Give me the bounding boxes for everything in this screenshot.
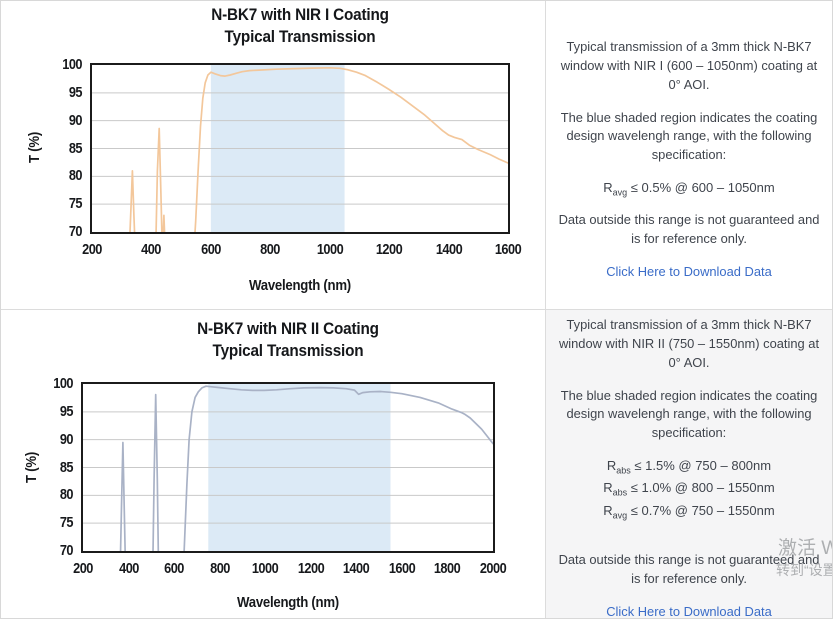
x-tick-label: 2000: [479, 560, 507, 577]
spec-list: Ravg ≤ 0.5% @ 600 – 1050nm: [603, 178, 774, 201]
y-tick-label: 95: [59, 402, 74, 420]
x-tick-label: 1600: [388, 560, 416, 577]
x-tick-label: 200: [73, 560, 93, 577]
transmission-curve: [129, 66, 508, 232]
chart-subtitle: Typical Transmission: [212, 341, 364, 360]
x-tick-label: 1200: [375, 241, 403, 258]
x-tick-label: 1400: [343, 560, 370, 577]
chart-panel-nir1: N-BK7 with NIR I Coating Typical Transmi…: [1, 1, 546, 309]
download-data-link[interactable]: Click Here to Download Data: [606, 263, 772, 279]
y-tick-label: 80: [59, 486, 74, 504]
x-tick-label: 1000: [316, 241, 344, 258]
y-tick-label: 85: [59, 458, 74, 476]
chart-title-block: N-BK7 with NIR I Coating Typical Transmi…: [111, 4, 489, 48]
x-tick-label: 600: [164, 560, 184, 577]
y-tick-label: 75: [68, 195, 83, 213]
x-tick-label: 400: [141, 241, 162, 258]
x-tick-label: 1200: [297, 560, 325, 577]
shaded-region-description: The blue shaded region indicates the coa…: [560, 387, 818, 440]
reference-note: Data outside this range is not guarantee…: [558, 552, 820, 586]
chart-title-block: N-BK7 with NIR II Coating Typical Transm…: [102, 318, 475, 362]
x-tick-label: 800: [260, 241, 281, 258]
y-tick-label: 80: [68, 167, 83, 185]
chart-panel-nir2: N-BK7 with NIR II Coating Typical Transm…: [1, 310, 546, 618]
x-tick-label: 1800: [434, 560, 461, 577]
row-nir1: N-BK7 with NIR I Coating Typical Transmi…: [1, 1, 832, 310]
download-data-link[interactable]: Click Here to Download Data: [606, 603, 772, 619]
x-tick-label: 200: [82, 241, 102, 258]
y-tick-label: 95: [68, 83, 83, 101]
y-tick-label: 100: [53, 375, 73, 392]
x-tick-label: 600: [200, 241, 221, 258]
chart-title: N-BK7 with NIR II Coating: [197, 319, 379, 338]
x-tick-label: 1000: [252, 560, 279, 577]
y-tick-label: 70: [68, 223, 83, 240]
x-axis-label: Wavelength (nm): [237, 594, 339, 611]
spec-line: Rabs ≤ 1.0% @ 800 – 1550nm: [603, 480, 775, 498]
y-tick-label: 75: [59, 514, 74, 532]
chart-title: N-BK7 with NIR I Coating: [211, 5, 389, 24]
x-tick-label: 800: [209, 560, 230, 577]
y-tick-label: 70: [59, 542, 74, 559]
plot-area: [81, 382, 495, 553]
chart-subtitle: Typical Transmission: [224, 27, 376, 46]
x-tick-label: 1600: [494, 241, 522, 258]
y-tick-label: 85: [68, 139, 83, 157]
spec-line: Ravg ≤ 0.5% @ 600 – 1050nm: [603, 179, 775, 198]
row-nir2: N-BK7 with NIR II Coating Typical Transm…: [1, 310, 832, 618]
shaded-region-description: The blue shaded region indicates the coa…: [560, 109, 818, 162]
chart-description: Typical transmission of a 3mm thick N-BK…: [560, 39, 818, 92]
spec-list: Rabs ≤ 1.5% @ 750 – 800nm Rabs ≤ 1.0% @ 8…: [603, 456, 774, 524]
y-tick-label: 100: [62, 56, 82, 73]
info-panel-nir1: Typical transmission of a 3mm thick N-BK…: [546, 1, 832, 309]
x-tick-label: 1400: [435, 241, 462, 258]
spec-line: Rabs ≤ 1.5% @ 750 – 800nm: [606, 457, 772, 476]
x-axis-label: Wavelength (nm): [249, 277, 351, 294]
spec-line: Ravg ≤ 0.7% @ 750 – 1550nm: [603, 502, 775, 521]
y-tick-label: 90: [68, 111, 83, 129]
chart-description: Typical transmission of a 3mm thick N-BK…: [558, 317, 820, 370]
y-tick-label: 90: [59, 430, 74, 448]
transmission-curve: [119, 385, 493, 551]
y-axis-label: T (%): [26, 132, 43, 163]
info-panel-nir2: Typical transmission of a 3mm thick N-BK…: [546, 310, 832, 618]
plot-area: [90, 63, 510, 234]
chart-canvas: [83, 384, 493, 551]
x-tick-label: 400: [118, 560, 139, 577]
reference-note: Data outside this range is not guarantee…: [558, 212, 820, 246]
chart-canvas: [92, 65, 508, 232]
